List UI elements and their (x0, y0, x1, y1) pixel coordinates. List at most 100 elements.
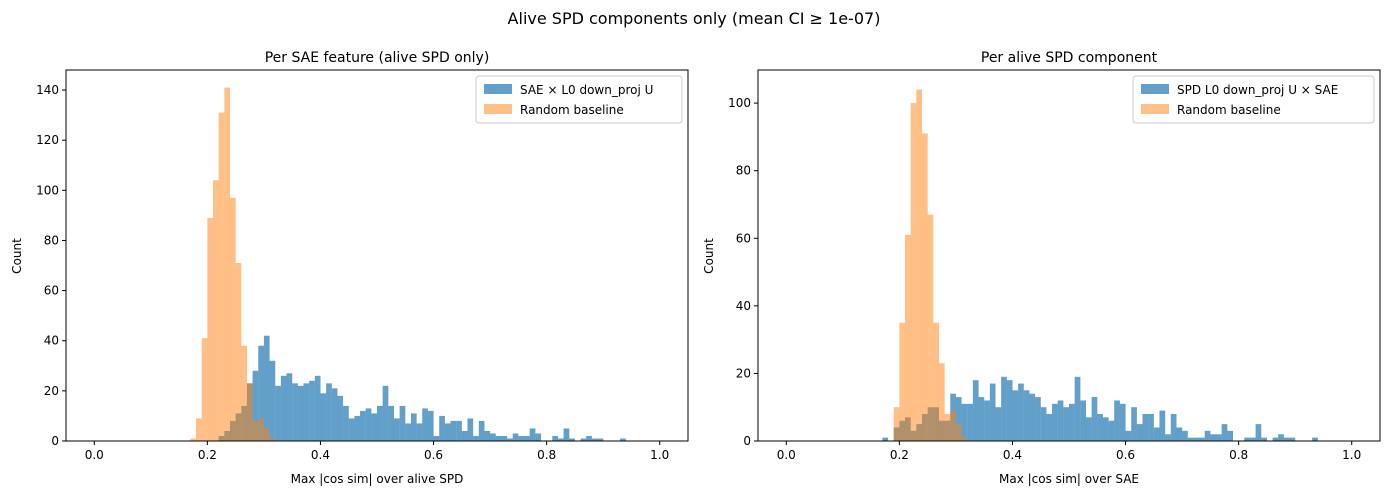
histogram-bar (569, 438, 575, 441)
histogram-bar (258, 345, 264, 441)
y-tick-label: 0 (743, 434, 751, 448)
right-legend: SPD L0 down_proj U × SAE Random baseline (1132, 75, 1375, 124)
histogram-bar (263, 428, 270, 441)
y-tick-label: 100 (36, 183, 59, 197)
histogram-bar (229, 197, 236, 441)
histogram-bar (303, 383, 310, 441)
y-tick-label: 120 (36, 133, 59, 147)
left-legend: SAE × L0 down_proj U Random baseline (475, 75, 683, 124)
histogram-bar (944, 413, 951, 441)
y-tick-label: 20 (44, 384, 59, 398)
histogram-bar (495, 435, 502, 441)
histogram-bar (1187, 437, 1194, 441)
legend-swatch (1141, 104, 1169, 114)
histogram-bar (422, 408, 428, 441)
histogram-bar (512, 433, 519, 441)
histogram-bar (1199, 437, 1205, 441)
right-axes: Per alive SPD component Max |cos sim| ov… (702, 50, 1381, 486)
histogram-bar (1046, 413, 1053, 441)
histogram-bar (967, 403, 973, 441)
histogram-bar (989, 383, 996, 441)
histogram-bar (580, 438, 587, 441)
histogram-bar (1125, 430, 1132, 441)
histogram-bar (899, 322, 906, 441)
histogram-bar (224, 87, 231, 441)
x-tick-label: 0.6 (424, 448, 443, 462)
histogram-bar (405, 423, 411, 441)
histogram-bar (910, 103, 917, 442)
histogram-bar (1221, 424, 1228, 441)
histogram-bar (938, 363, 945, 441)
histogram-bar (620, 438, 626, 441)
histogram-bar (1227, 430, 1234, 441)
histogram-bar (456, 420, 462, 441)
histogram-bar (972, 380, 979, 441)
histogram-bar (241, 345, 247, 441)
histogram-bar (905, 234, 911, 441)
right-axes-frame (757, 69, 1381, 442)
histogram-bar (467, 418, 474, 441)
histogram-bar (1159, 410, 1166, 441)
x-tick-label: 0.8 (1229, 448, 1248, 462)
histogram-bar (1182, 430, 1188, 441)
histogram-bar (1057, 400, 1064, 441)
histogram-bar (377, 405, 383, 441)
right-title: Per alive SPD component (981, 50, 1158, 66)
histogram-bar (933, 322, 939, 441)
histogram-bar (1272, 437, 1279, 441)
right-xlabel: Max |cos sim| over SAE (999, 472, 1139, 486)
histogram-bar (490, 433, 496, 441)
histogram-bar (235, 263, 242, 441)
histogram-bar (507, 438, 513, 441)
x-tick-label: 0.6 (1116, 448, 1135, 462)
histogram-bar (461, 430, 468, 441)
histogram-bar (286, 373, 293, 441)
histogram-bar (1153, 427, 1160, 441)
y-tick-label: 60 (736, 231, 751, 245)
histogram-bar (1312, 437, 1318, 441)
histogram-bar (1255, 424, 1262, 441)
histogram-bar (213, 180, 219, 441)
histogram-bar (955, 424, 962, 441)
histogram-bar (1131, 407, 1137, 441)
y-tick-label: 60 (44, 284, 59, 298)
left-series-0 (218, 335, 626, 441)
histogram-bar (292, 383, 298, 441)
histogram-bar (190, 438, 197, 441)
left-axes: Per SAE feature (alive SPD only) Max |co… (10, 50, 689, 486)
histogram-bar (1278, 434, 1284, 441)
histogram-bar (1283, 437, 1290, 441)
histogram-bar (984, 400, 990, 441)
histogram-bar (331, 388, 338, 441)
histogram-bar (1170, 413, 1177, 441)
histogram-bar (1244, 437, 1250, 441)
histogram-bar (1142, 413, 1149, 441)
legend-frame (1132, 75, 1375, 124)
legend-frame (475, 75, 683, 124)
histogram-bar (360, 410, 366, 441)
legend-label: Random baseline (1177, 103, 1281, 117)
histogram-bar (1023, 390, 1030, 441)
y-tick-label: 0 (51, 434, 59, 448)
histogram-bar (410, 413, 417, 441)
histogram-bar (1006, 380, 1013, 441)
histogram-bar (450, 420, 457, 441)
x-tick-label: 0.2 (890, 448, 909, 462)
histogram-bar (1085, 417, 1092, 441)
histogram-bar (1289, 437, 1296, 441)
histogram-bar (1063, 407, 1070, 441)
histogram-bar (280, 375, 287, 441)
left-title: Per SAE feature (alive SPD only) (265, 50, 490, 66)
histogram-bar (348, 418, 355, 441)
histogram-bar (1204, 430, 1211, 441)
histogram-bar (529, 428, 536, 441)
right-ylabel: Count (702, 238, 716, 274)
histogram-bar (1108, 420, 1115, 441)
histogram-bar (978, 397, 985, 441)
histogram-bar (921, 133, 928, 441)
histogram-bar (961, 437, 968, 441)
histogram-bar (518, 435, 525, 441)
y-tick-label: 40 (736, 299, 751, 313)
histogram-bar (314, 375, 321, 441)
x-tick-label: 0.4 (311, 448, 330, 462)
